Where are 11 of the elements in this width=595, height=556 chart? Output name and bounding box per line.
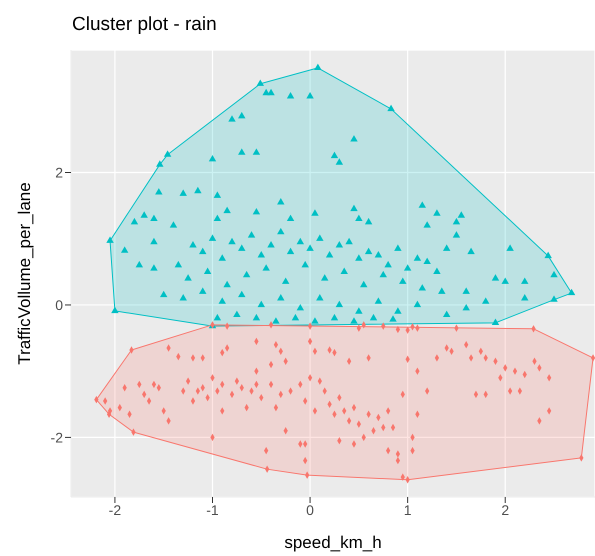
x-tick-label: 1 — [404, 502, 412, 518]
y-tick-label: 2 — [55, 164, 64, 180]
x-tick-label: 0 — [306, 502, 314, 518]
y-tick-label: -2 — [50, 429, 64, 446]
y-tick-label: 0 — [55, 296, 64, 313]
x-tick-label: -1 — [206, 502, 219, 518]
x-axis-title: speed_km_h — [284, 533, 382, 552]
y-axis-title: TrafficVollume_per_lane — [15, 182, 34, 365]
x-tick-label: -2 — [108, 502, 122, 518]
chart-title: Cluster plot - rain — [72, 14, 217, 36]
x-tick-label: 2 — [501, 502, 510, 518]
